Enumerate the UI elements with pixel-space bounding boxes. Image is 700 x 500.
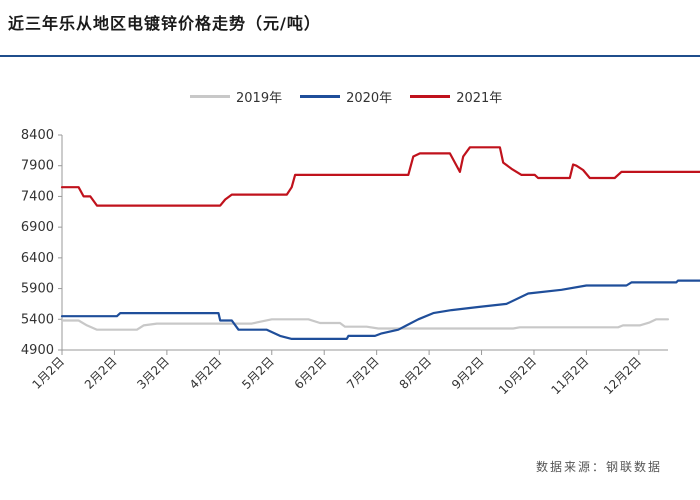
y-tick-label: 4900 bbox=[21, 343, 54, 358]
x-tick-label: 10月2日 bbox=[496, 354, 539, 397]
series-line-2021 bbox=[60, 146, 700, 207]
y-tick-label: 6900 bbox=[21, 220, 54, 235]
series-line-2020 bbox=[60, 279, 700, 340]
legend-item-2019: 2019年 bbox=[190, 87, 282, 106]
y-tick-label: 5400 bbox=[21, 312, 54, 327]
x-tick-label: 9月2日 bbox=[449, 354, 487, 392]
x-tick-label: 3月2日 bbox=[134, 354, 172, 392]
x-tick-label: 11月2日 bbox=[548, 354, 591, 397]
y-tick-label: 7900 bbox=[21, 159, 54, 174]
series-line-2019 bbox=[60, 318, 670, 331]
y-tick-label: 8400 bbox=[21, 128, 54, 143]
x-tick-label: 2月2日 bbox=[82, 354, 120, 392]
chart-title: 近三年乐从地区电镀锌价格走势（元/吨） bbox=[8, 14, 321, 33]
x-tick-label: 7月2日 bbox=[344, 354, 382, 392]
data-source-note: 数据来源：钢联数据 bbox=[535, 460, 662, 474]
x-tick-label: 12月2日 bbox=[601, 354, 644, 397]
y-tick-label: 6400 bbox=[21, 251, 54, 266]
x-tick-label: 6月2日 bbox=[292, 354, 330, 392]
legend-swatch-2021 bbox=[410, 95, 451, 98]
legend-label-2020: 2020年 bbox=[346, 91, 393, 106]
title-divider bbox=[0, 55, 700, 57]
chart-legend: 2019年 2020年 2021年 bbox=[190, 87, 502, 106]
x-tick-label: 1月2日 bbox=[29, 354, 67, 392]
x-tick-label: 5月2日 bbox=[239, 354, 277, 392]
legend-item-2021: 2021年 bbox=[410, 87, 502, 106]
y-tick-label: 5900 bbox=[21, 282, 54, 297]
legend-swatch-2020 bbox=[300, 95, 341, 98]
x-tick-label: 4月2日 bbox=[187, 354, 225, 392]
legend-label-2021: 2021年 bbox=[456, 91, 503, 106]
y-tick-label: 7400 bbox=[21, 189, 54, 204]
legend-swatch-2019 bbox=[190, 95, 230, 98]
x-tick-label: 8月2日 bbox=[397, 354, 435, 392]
legend-label-2019: 2019年 bbox=[236, 91, 283, 106]
legend-item-2020: 2020年 bbox=[300, 87, 392, 106]
